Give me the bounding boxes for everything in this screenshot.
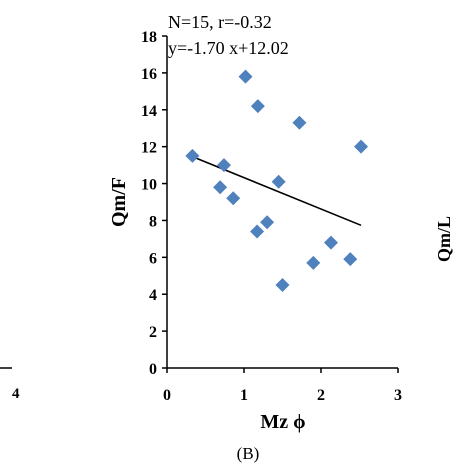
data-point xyxy=(250,99,265,114)
y-tick-label: 12 xyxy=(141,140,157,157)
y-tick-label: 18 xyxy=(141,29,157,46)
y-tick-label: 0 xyxy=(149,361,157,378)
y-tick-label: 2 xyxy=(149,324,157,341)
y-tick-label: 4 xyxy=(149,287,157,304)
data-point xyxy=(185,148,200,163)
data-point xyxy=(354,139,369,154)
x-tick-label: 3 xyxy=(394,387,402,404)
x-tick-label: 2 xyxy=(317,387,325,404)
data-point xyxy=(306,255,321,270)
equation-annotation: y=-1.70 x+12.02 xyxy=(168,38,289,58)
x-tick-label: 1 xyxy=(240,387,248,404)
x-tick-label: 0 xyxy=(163,387,171,404)
data-point xyxy=(271,174,286,189)
data-point xyxy=(213,180,228,195)
data-point xyxy=(292,115,307,130)
y-tick-label: 8 xyxy=(149,213,157,230)
data-point xyxy=(216,158,231,173)
stats-annotation: N=15, r=-0.32 xyxy=(168,12,272,32)
data-point xyxy=(238,69,253,84)
data-point xyxy=(226,191,241,206)
left-panel-x-tick: 4 xyxy=(12,386,20,402)
y-tick-label: 14 xyxy=(141,103,157,120)
x-axis-label: Mz ϕ xyxy=(260,411,305,433)
y-tick-label: 10 xyxy=(141,177,157,194)
y-tick-label: 16 xyxy=(141,66,157,83)
right-panel-ylabel-fragment: Qm/L xyxy=(434,216,454,262)
data-point xyxy=(250,224,265,239)
data-point xyxy=(343,252,358,267)
panel-label: (B) xyxy=(237,444,260,463)
y-axis-label: Qm/F xyxy=(108,177,130,227)
y-tick-label: 6 xyxy=(149,250,157,267)
data-point xyxy=(275,278,290,292)
data-point xyxy=(324,235,339,250)
data-point xyxy=(260,215,275,230)
